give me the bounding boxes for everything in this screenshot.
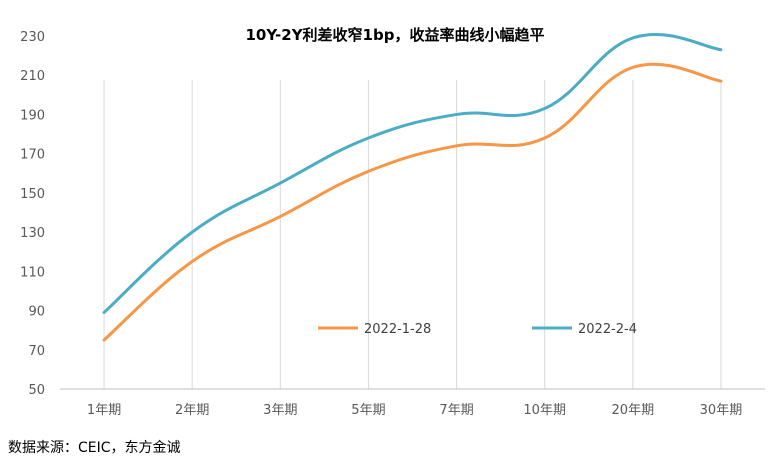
y-tick-label: 170 [20,148,45,163]
chart-title: 10Y-2Y利差收窄1bp，收益率曲线小幅趋平 [246,26,545,44]
y-tick-label: 90 [28,305,45,320]
x-tick-label: 7年期 [439,403,473,418]
series-line-2 [102,32,723,315]
y-tick-label: 110 [20,265,45,280]
legend-label: 2022-1-28 [364,322,431,337]
x-tick-label: 10年期 [523,403,566,418]
y-tick-label: 150 [20,187,45,202]
x-tick-label: 2年期 [175,403,209,418]
series-lines [102,32,723,342]
x-axis-ticks: 1年期 2年期 3年期 5年期 7年期 10年期 20年期 30年期 [87,403,742,418]
y-axis-ticks: 50 70 90 110 130 150 170 190 210 230 [20,30,45,398]
series-line-1 [102,62,723,342]
y-tick-label: 190 [20,108,45,123]
x-tick-label: 20年期 [612,403,655,418]
source-note: 数据来源：CEIC，东方金诚 [8,440,181,456]
y-tick-label: 50 [28,383,45,398]
y-tick-label: 130 [20,226,45,241]
x-tick-label: 1年期 [87,403,121,418]
grid-lines [103,80,722,389]
y-tick-label: 230 [20,30,45,45]
x-tick-label: 30年期 [700,403,743,418]
chart: 10Y-2Y利差收窄1bp，收益率曲线小幅趋平 50 70 90 110 130 150 1… [20,26,765,418]
y-tick-label: 70 [28,344,45,359]
legend: 2022-1-28 2022-2-4 [318,322,637,337]
x-tick-label: 5年期 [351,403,385,418]
legend-label: 2022-2-4 [578,322,637,337]
y-tick-label: 210 [20,69,45,84]
x-tick-label: 3年期 [263,403,297,418]
